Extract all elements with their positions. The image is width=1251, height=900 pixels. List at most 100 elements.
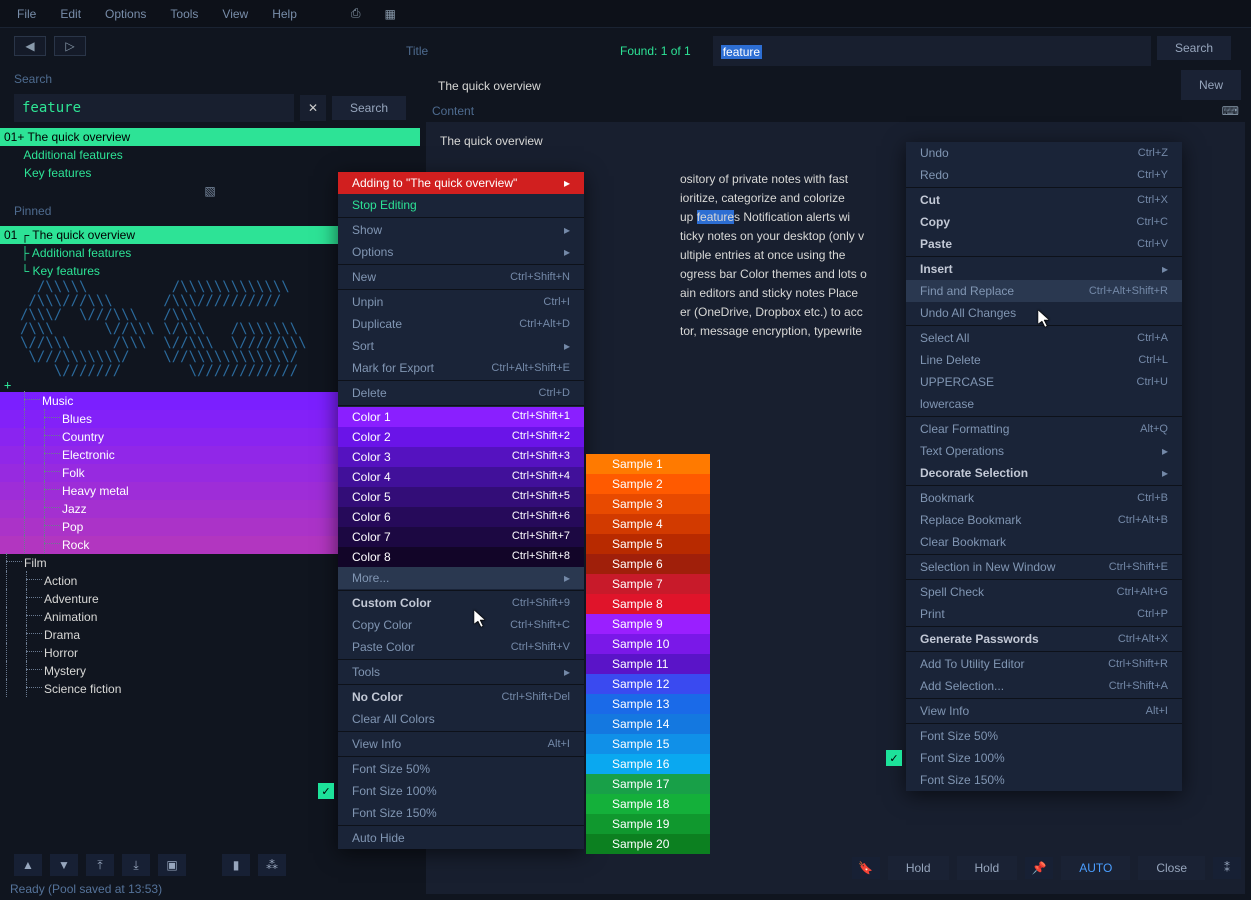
menu-item[interactable]: Copy ColorCtrl+Shift+C [338, 614, 584, 636]
menu-item[interactable]: Mark for ExportCtrl+Alt+Shift+E [338, 357, 584, 379]
search-button[interactable]: Search [332, 96, 406, 120]
menu-item[interactable]: Font Size 50% [906, 725, 1182, 747]
menu-options[interactable]: Options [93, 3, 158, 25]
color-swatch[interactable]: Color 6Ctrl+Shift+6 [338, 507, 584, 527]
menu-item[interactable]: Font Size 50% [338, 758, 584, 780]
menu-item[interactable]: ✓Font Size 100% [338, 780, 584, 802]
sample-swatch[interactable]: Sample 9 [586, 614, 710, 634]
nav-forward-button[interactable]: ▷ [54, 36, 86, 56]
color-swatch[interactable]: Color 1Ctrl+Shift+1 [338, 407, 584, 427]
context-menu-tree[interactable]: Adding to "The quick overview"▸Stop Edit… [338, 172, 584, 849]
menu-item[interactable]: UndoCtrl+Z [906, 142, 1182, 164]
sample-swatch[interactable]: Sample 2 [586, 474, 710, 494]
color-swatch[interactable]: Color 4Ctrl+Shift+4 [338, 467, 584, 487]
sample-swatch[interactable]: Sample 18 [586, 794, 710, 814]
menu-item[interactable]: PasteCtrl+V [906, 233, 1182, 255]
menu-item[interactable]: PrintCtrl+P [906, 603, 1182, 625]
indent-right-button[interactable]: ⤓ [122, 854, 150, 876]
misc-icon[interactable]: ⁑ [1213, 857, 1241, 879]
menu-item[interactable]: UnpinCtrl+I [338, 291, 584, 313]
menu-help[interactable]: Help [260, 3, 309, 25]
menu-tools[interactable]: Tools [158, 3, 210, 25]
hold-button-1[interactable]: Hold [888, 856, 949, 880]
pin-icon[interactable]: 📌 [1025, 857, 1053, 879]
sample-swatch[interactable]: Sample 11 [586, 654, 710, 674]
sample-swatch[interactable]: Sample 7 [586, 574, 710, 594]
indent-left-button[interactable]: ⤒ [86, 854, 114, 876]
color-swatch[interactable]: Color 5Ctrl+Shift+5 [338, 487, 584, 507]
menu-item[interactable]: Sort▸ [338, 335, 584, 357]
menu-item[interactable]: Clear FormattingAlt+Q [906, 418, 1182, 440]
menu-item[interactable]: BookmarkCtrl+B [906, 487, 1182, 509]
search-input[interactable] [14, 94, 294, 122]
color-swatch[interactable]: Color 8Ctrl+Shift+8 [338, 547, 584, 567]
nav-back-button[interactable]: ◀ [14, 36, 46, 56]
menu-item[interactable]: RedoCtrl+Y [906, 164, 1182, 186]
menu-item[interactable]: Clear All Colors [338, 708, 584, 730]
menu-item[interactable]: UPPERCASECtrl+U [906, 371, 1182, 393]
sample-swatch[interactable]: Sample 17 [586, 774, 710, 794]
sample-swatch[interactable]: Sample 19 [586, 814, 710, 834]
title-input[interactable]: feature [713, 36, 1151, 66]
clear-search-button[interactable]: ✕ [300, 95, 326, 121]
tree-row[interactable]: Additional features [0, 146, 420, 164]
menu-item[interactable]: Line DeleteCtrl+L [906, 349, 1182, 371]
menu-item[interactable]: Decorate Selection▸ [906, 462, 1182, 484]
menu-item[interactable]: CopyCtrl+C [906, 211, 1182, 233]
menu-item[interactable]: Clear Bookmark [906, 531, 1182, 553]
menu-item[interactable]: NewCtrl+Shift+N [338, 266, 584, 288]
close-button[interactable]: Close [1138, 856, 1205, 880]
sample-swatch[interactable]: Sample 6 [586, 554, 710, 574]
sample-swatch[interactable]: Sample 1 [586, 454, 710, 474]
sample-swatch[interactable]: Sample 14 [586, 714, 710, 734]
sample-swatch[interactable]: Sample 10 [586, 634, 710, 654]
menu-item[interactable]: Custom ColorCtrl+Shift+9 [338, 592, 584, 614]
tool-icon[interactable]: ▦ [373, 3, 408, 25]
print-icon[interactable]: ⎙ [339, 2, 373, 25]
menu-item[interactable]: View InfoAlt+I [338, 733, 584, 755]
menu-item[interactable]: Stop Editing [338, 194, 584, 216]
menu-item[interactable]: Generate PasswordsCtrl+Alt+X [906, 628, 1182, 650]
move-down-button[interactable]: ▼ [50, 854, 78, 876]
menu-item[interactable]: Add Selection...Ctrl+Shift+A [906, 675, 1182, 697]
menu-item[interactable]: Paste ColorCtrl+Shift+V [338, 636, 584, 658]
hold-button-2[interactable]: Hold [957, 856, 1018, 880]
settings-icon[interactable]: ⁂ [258, 854, 286, 876]
menu-item[interactable]: Insert▸ [906, 258, 1182, 280]
menu-item-more[interactable]: More...▸ [338, 567, 584, 589]
tree-row[interactable]: 01+ The quick overview [0, 128, 420, 146]
sample-swatch[interactable]: Sample 3 [586, 494, 710, 514]
menu-edit[interactable]: Edit [48, 3, 93, 25]
auto-button[interactable]: AUTO [1061, 856, 1130, 880]
menu-item[interactable]: DeleteCtrl+D [338, 382, 584, 404]
menu-item[interactable]: No ColorCtrl+Shift+Del [338, 686, 584, 708]
color-swatch[interactable]: Color 2Ctrl+Shift+2 [338, 427, 584, 447]
menu-item[interactable]: Find and ReplaceCtrl+Alt+Shift+R [906, 280, 1182, 302]
menu-item[interactable]: DuplicateCtrl+Alt+D [338, 313, 584, 335]
keyboard-icon[interactable]: ⌨ [1222, 104, 1239, 118]
compress-button[interactable]: ▣ [158, 854, 186, 876]
sample-swatch[interactable]: Sample 16 [586, 754, 710, 774]
search-button-right[interactable]: Search [1157, 36, 1231, 60]
color-samples-submenu[interactable]: Sample 1Sample 2Sample 3Sample 4Sample 5… [586, 454, 710, 854]
menu-item[interactable]: ✓Font Size 100% [906, 747, 1182, 769]
menu-item[interactable]: Selection in New WindowCtrl+Shift+E [906, 556, 1182, 578]
sample-swatch[interactable]: Sample 15 [586, 734, 710, 754]
sample-swatch[interactable]: Sample 8 [586, 594, 710, 614]
bookmark-icon[interactable]: 🔖 [852, 857, 880, 879]
menu-item[interactable]: Font Size 150% [906, 769, 1182, 791]
menu-item[interactable]: Font Size 150% [338, 802, 584, 824]
menu-item[interactable]: Select AllCtrl+A [906, 327, 1182, 349]
column-button[interactable]: ▮ [222, 854, 250, 876]
sample-swatch[interactable]: Sample 12 [586, 674, 710, 694]
new-button[interactable]: New [1181, 70, 1241, 100]
menu-item[interactable]: Tools▸ [338, 661, 584, 683]
move-up-button[interactable]: ▲ [14, 854, 42, 876]
menu-item[interactable]: Text Operations▸ [906, 440, 1182, 462]
menu-item[interactable]: Spell CheckCtrl+Alt+G [906, 581, 1182, 603]
context-menu-editor[interactable]: UndoCtrl+ZRedoCtrl+YCutCtrl+XCopyCtrl+CP… [906, 142, 1182, 791]
menu-item[interactable]: Auto Hide [338, 827, 584, 849]
sample-swatch[interactable]: Sample 20 [586, 834, 710, 854]
menu-file[interactable]: File [5, 3, 48, 25]
sample-swatch[interactable]: Sample 13 [586, 694, 710, 714]
